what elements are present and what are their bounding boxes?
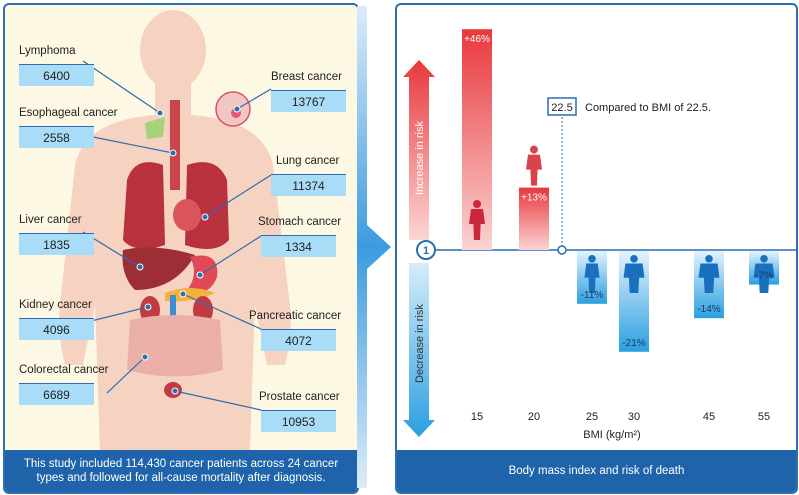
data-label-bmi-30: -21%	[622, 338, 645, 349]
breast-label: Breast cancer	[271, 71, 342, 83]
x-axis-label: BMI (kg/m²)	[583, 429, 640, 441]
data-label-bmi-45: -14%	[697, 304, 720, 315]
lymph-nodes	[145, 117, 165, 139]
pancreatic-label: Pancreatic cancer	[249, 310, 342, 322]
person-icon	[526, 145, 542, 186]
person-icon	[623, 255, 645, 293]
kidney-count: 4096	[19, 318, 94, 340]
lymphoma-count: 6400	[19, 64, 94, 86]
reference-bmi-box	[547, 97, 577, 116]
reference-marker	[416, 240, 436, 260]
x-tick-55: 55	[758, 411, 770, 423]
data-label-bmi-25: -11%	[581, 290, 604, 301]
x-tick-15: 15	[471, 411, 483, 423]
lung-count: 11374	[271, 174, 346, 196]
increase-risk-arrow	[403, 60, 435, 240]
person-icon	[698, 255, 720, 293]
x-tick-30: 30	[628, 411, 640, 423]
bar-bmi-20	[519, 187, 549, 250]
increase-risk-label: Increase in risk	[414, 121, 426, 195]
x-tick-25: 25	[586, 411, 598, 423]
bmi-risk-chart: Increase in risk Decrease in risk 1 22.5…	[403, 29, 796, 441]
kidney-label: Kidney cancer	[19, 299, 92, 311]
esophagus	[170, 100, 180, 190]
body-illustration	[59, 10, 291, 450]
liver-label: Liver cancer	[19, 214, 82, 226]
left-footer: This study included 114,430 cancer patie…	[5, 450, 357, 492]
person-icon	[469, 200, 485, 240]
colorectal-count: 6689	[19, 383, 94, 405]
connector-arrow-icon	[357, 6, 391, 488]
prostate-label: Prostate cancer	[259, 391, 340, 403]
decrease-risk-label: Decrease in risk	[414, 304, 426, 383]
bmi-risk-panel: Increase in risk Decrease in risk 1 22.5…	[395, 3, 798, 494]
person-icon	[584, 255, 600, 293]
intestines	[127, 315, 223, 377]
right-lung	[185, 162, 229, 249]
prostate-count: 10953	[261, 410, 336, 432]
esophageal-label: Esophageal cancer	[19, 107, 118, 119]
pancreas	[165, 288, 215, 302]
liver	[122, 247, 195, 290]
reference-value: 1	[423, 245, 429, 257]
lymphoma-label: Lymphoma	[19, 45, 76, 57]
reference-bmi-point	[557, 245, 567, 255]
reference-bmi-value: 22.5	[551, 102, 572, 114]
esophageal-count: 2558	[19, 126, 94, 148]
stomach-count: 1334	[261, 235, 336, 257]
data-label-bmi-20: +13%	[521, 193, 547, 204]
heart	[173, 199, 201, 231]
colorectal-label: Colorectal cancer	[19, 364, 109, 376]
right-footer: Body mass index and risk of death	[397, 450, 796, 492]
person-icon	[753, 255, 775, 293]
leader-lines	[82, 60, 272, 411]
breast-count: 13767	[271, 90, 346, 112]
pancreatic-count: 4072	[261, 329, 336, 351]
x-tick-45: 45	[703, 411, 715, 423]
liver-count: 1835	[19, 233, 94, 255]
left-lung	[123, 162, 165, 249]
stomach-label: Stomach cancer	[258, 216, 342, 228]
data-label-bmi-15: +46%	[464, 34, 490, 45]
reference-note: Compared to BMI of 22.5.	[585, 102, 711, 114]
organ-markers	[136, 105, 241, 395]
x-tick-20: 20	[528, 411, 540, 423]
data-label-bmi-55: -7%	[755, 271, 773, 282]
decrease-risk-arrow	[403, 263, 435, 437]
lung-label: Lung cancer	[276, 155, 340, 167]
cancer-types-panel: Lymphoma 6400 Esophageal cancer 2558 Liv…	[3, 3, 359, 494]
